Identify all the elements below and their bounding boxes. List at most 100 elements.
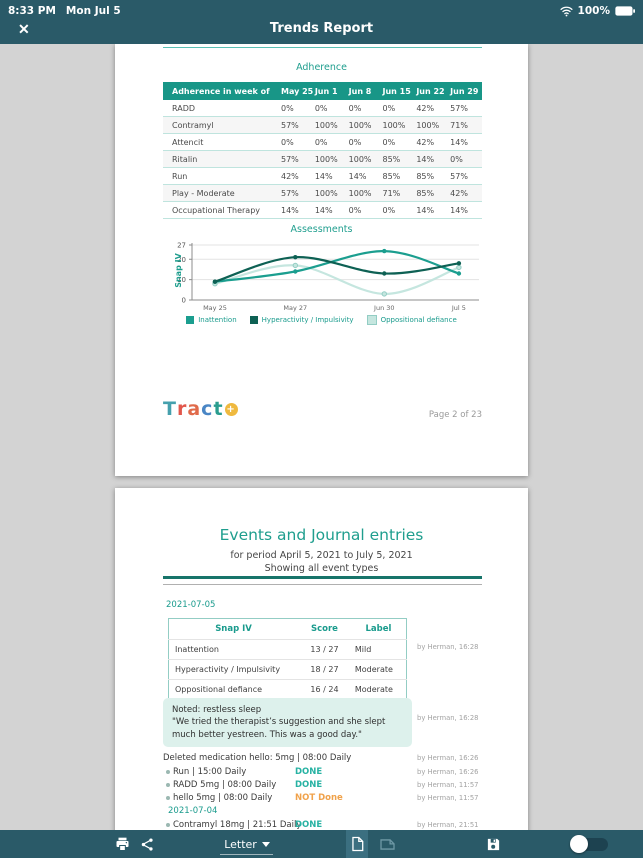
journal-note: Noted: restless sleep "We tried the ther… [163, 698, 412, 747]
events-title: Events and Journal entries [219, 526, 424, 544]
adherence-cell: 0% [348, 205, 362, 215]
table-row: Hyperactivity / Impulsivity 18 / 27 Mode… [168, 659, 407, 680]
save-button[interactable] [482, 830, 504, 858]
share-icon [140, 837, 155, 852]
byline: by Herman, 11:57 [417, 794, 479, 802]
adherence-cell: 14% [348, 171, 367, 181]
adherence-cell: Play - Moderate [172, 188, 235, 198]
adherence-cell: 100% [314, 154, 338, 164]
adherence-cell: 0% [348, 137, 362, 147]
adherence-table-body: RADD 0% 0% 0% 0% 42% 57% Contramyl 57% 100% 100% 10… [163, 100, 482, 219]
deleted-medication-line: Deleted medication hello: 5mg | 08:00 Da… [163, 753, 508, 763]
event-row: Run | 15:00 Daily DONE by Herman, 16:26 [163, 767, 508, 779]
table-row: Occupational Therapy 14% 14% 0% 0% 14% 14% [163, 202, 482, 219]
legend-swatch-icon [186, 316, 195, 324]
note-body: "We tried the therapist’s suggestion and… [172, 717, 386, 740]
header-divider-thick [163, 576, 482, 579]
snap-cell: Hyperactivity / Impulsivity [175, 665, 281, 674]
adherence-col-header: Jun 8 [346, 82, 381, 100]
header-divider-thin [163, 584, 482, 585]
snap-cell: Inattention [175, 645, 219, 654]
legend-swatch-icon [249, 316, 258, 324]
adherence-col-header: Jun 22 [414, 82, 449, 100]
snap-col-header: Snap IV [215, 624, 252, 634]
logo-letter: c [201, 398, 214, 420]
svg-text:20: 20 [177, 256, 186, 264]
toggle-switch[interactable] [570, 835, 608, 853]
status-bar: 8:33 PM Mon Jul 5 100% [0, 0, 643, 20]
adherence-cell: 71% [450, 120, 468, 130]
table-row: Inattention 13 / 27 Mild [168, 639, 407, 660]
adherence-col-header: Adherence in week of [163, 82, 279, 100]
assessments-chart: Snap IV 0 10 20 27 May 25 May 27 Jun 30 Jul 5 [115, 240, 528, 314]
adherence-cell: 0% [382, 205, 396, 215]
adherence-cell: 14% [314, 171, 333, 181]
orientation-portrait-button[interactable] [346, 830, 368, 858]
adherence-cell: 57% [281, 188, 299, 198]
svg-text:Jul 5: Jul 5 [451, 304, 466, 312]
legend-item: Oppositional defiance [366, 315, 457, 325]
chart-legend: Inattention Hyperactivity / Impulsivity Op… [115, 315, 528, 325]
adherence-table-head: Adherence in week of May 25 Jun 1 Jun 8 Jun … [163, 82, 482, 100]
document-scroll-area[interactable]: Adherence Adherence in week of May 25 Jun … [0, 44, 643, 830]
status-left: 8:33 PM Mon Jul 5 [8, 5, 131, 17]
adherence-cell: 71% [382, 188, 401, 198]
previous-table-edge [163, 47, 482, 48]
svg-text:10: 10 [177, 276, 186, 284]
adherence-cell: 0% [281, 103, 294, 113]
event-status: DONE [295, 780, 323, 790]
adherence-cell: 0% [348, 103, 362, 113]
byline: by Herman, 21:51 [417, 821, 479, 829]
adherence-cell: 0% [450, 154, 463, 164]
adherence-cell: RADD [172, 103, 196, 113]
legend-item: Hyperactivity / Impulsivity [249, 316, 354, 324]
snap-cell: 18 / 27 [310, 665, 339, 674]
adherence-cell: 14% [281, 205, 299, 215]
legend-label: Hyperactivity / Impulsivity [261, 316, 354, 324]
assessments-line-chart: 0 10 20 27 May 25 May 27 Jun 30 Jul 5 [177, 242, 479, 312]
svg-text:May 27: May 27 [283, 304, 307, 312]
snap-cell: 16 / 24 [310, 685, 339, 694]
bottom-toolbar: Letter [0, 830, 643, 858]
legend-label: Oppositional defiance [380, 316, 457, 324]
page-number: Page 2 of 23 [428, 410, 482, 420]
adherence-cell: 100% [348, 120, 372, 130]
close-button[interactable]: ✕ [12, 19, 36, 40]
bullet-icon [166, 796, 170, 800]
page-title: Trends Report [269, 21, 374, 36]
wifi-icon [559, 6, 573, 17]
snap-cell: Mild [354, 645, 372, 654]
adherence-cell: 42% [416, 103, 435, 113]
adherence-cell: 57% [281, 154, 299, 164]
event-row: RADD 5mg | 08:00 Daily DONE by Herman, 1… [163, 780, 508, 792]
nav-bar: ✕ Trends Report [0, 18, 643, 44]
svg-text:May 25: May 25 [203, 304, 227, 312]
legend-label: Inattention [198, 316, 237, 324]
adherence-cell: 85% [382, 154, 401, 164]
adherence-cell: 100% [416, 120, 440, 130]
table-row: Play - Moderate 57% 100% 100% 71% 85% 42% [163, 184, 482, 202]
table-row: Attencit 0% 0% 0% 0% 42% 14% [163, 134, 482, 151]
battery-percent: 100% [577, 5, 610, 17]
adherence-cell: 0% [314, 137, 328, 147]
table-row: Contramyl 57% 100% 100% 100% 100% 71% [163, 116, 482, 134]
page-landscape-icon [379, 838, 396, 851]
event-row: Contramyl 18mg | 21:51 Daily DONE by Her… [163, 820, 508, 830]
adherence-col-header: Jun 29 [448, 82, 482, 100]
paper-size-dropdown[interactable]: Letter [218, 830, 276, 858]
status-right: 100% [559, 5, 635, 17]
share-button[interactable] [136, 830, 158, 858]
note-title: Noted: restless sleep [172, 705, 262, 715]
event-text: Run | 15:00 Daily [173, 767, 247, 777]
page-portrait-icon [351, 836, 364, 852]
adherence-cell: 57% [450, 103, 468, 113]
events-subtitle-period: for period April 5, 2021 to July 5, 2021 [230, 550, 413, 561]
battery-icon [615, 6, 635, 16]
print-button[interactable] [110, 830, 134, 858]
adherence-cell: Attencit [172, 137, 204, 147]
adherence-cell: 42% [450, 188, 468, 198]
bullet-icon [166, 823, 170, 827]
snap-cell: 13 / 27 [310, 645, 339, 654]
orientation-landscape-button[interactable] [375, 830, 399, 858]
